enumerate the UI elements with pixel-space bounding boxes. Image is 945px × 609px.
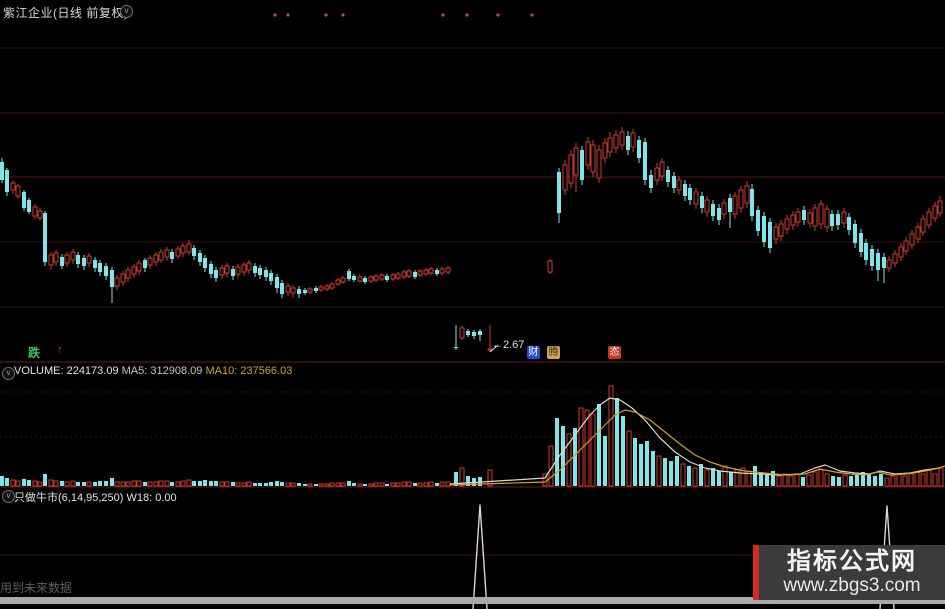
ma10-value: 237566.03 xyxy=(240,365,293,377)
chevron-down-icon[interactable]: v xyxy=(120,5,133,18)
indicator-label: 只做牛市(6,14,95,250) xyxy=(14,492,124,504)
volume-collapse-icon[interactable]: v xyxy=(2,367,15,380)
volume-readout: VOLUME: 224173.09 MA5: 312908.09 MA10: 2… xyxy=(14,365,292,377)
indicator-collapse-icon[interactable]: v xyxy=(2,490,15,503)
fall-marker-label: 跌 xyxy=(28,346,41,360)
indicator-readout: 只做牛市(6,14,95,250) W18: 0.00 xyxy=(14,489,177,505)
watermark-box: 指标公式网 www.zbgs3.com xyxy=(753,545,945,600)
volume-value: 224173.09 xyxy=(66,365,119,377)
w18-label: W18: xyxy=(126,492,153,504)
event-badge-cai[interactable]: 财 xyxy=(527,346,540,359)
red-marker-icon: ↑ xyxy=(57,344,63,356)
horizontal-scrollbar[interactable] xyxy=(0,597,945,604)
price-annotation-label: ←2.67 xyxy=(492,339,525,351)
volume-label: VOLUME: xyxy=(14,365,64,377)
event-badge-tai[interactable]: 态 xyxy=(608,346,621,359)
ma5-label: MA5: xyxy=(121,365,148,377)
future-data-note: 用到未来数据 xyxy=(0,581,73,595)
event-badge-teng[interactable]: 腾 xyxy=(547,346,560,359)
ma10-label: MA10: xyxy=(205,365,238,377)
w18-value: 0.00 xyxy=(155,492,177,504)
watermark-site-name: 指标公式网 xyxy=(787,547,917,575)
stock-title: 紫江企业(日线 前复权) xyxy=(3,6,129,20)
ma5-value: 312908.09 xyxy=(150,365,203,377)
watermark-site-url: www.zbgs3.com xyxy=(783,574,921,596)
